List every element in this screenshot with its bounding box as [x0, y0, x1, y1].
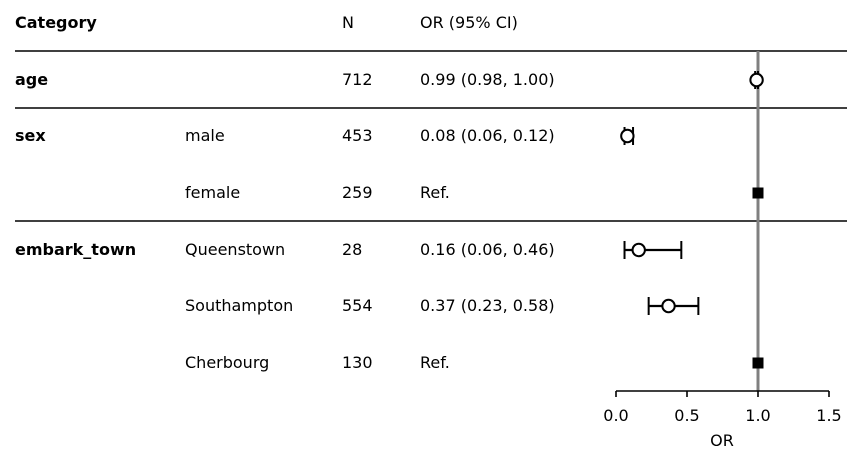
row-or-ci: Ref. — [420, 183, 450, 202]
x-tick-label: 0.0 — [603, 406, 628, 425]
row-level: male — [185, 126, 225, 145]
row-category: age — [15, 70, 49, 89]
or-point — [661, 298, 676, 314]
header-n: N — [342, 13, 354, 32]
row-n: 453 — [342, 126, 373, 145]
reference-marker — [752, 357, 764, 369]
row-or-ci: 0.37 (0.23, 0.58) — [420, 296, 555, 315]
row-category: sex — [15, 126, 46, 145]
row-n: 28 — [342, 240, 363, 259]
or-point — [620, 128, 635, 144]
row-n: 554 — [342, 296, 373, 315]
row-or-ci: 0.08 (0.06, 0.12) — [420, 126, 555, 145]
row-level: Cherbourg — [185, 353, 270, 372]
x-tick-label: 1.0 — [745, 406, 770, 425]
header-category: Category — [15, 13, 97, 32]
row-or-ci: 0.16 (0.06, 0.46) — [420, 240, 555, 259]
row-n: 259 — [342, 183, 373, 202]
row-level: Queenstown — [185, 240, 286, 259]
row-level: female — [185, 183, 241, 202]
row-or-ci: Ref. — [420, 353, 450, 372]
row-n: 130 — [342, 353, 373, 372]
or-point — [749, 72, 764, 88]
x-tick-label: 1.5 — [816, 406, 841, 425]
row-or-ci: 0.99 (0.98, 1.00) — [420, 70, 555, 89]
row-category: embark_town — [15, 240, 137, 259]
header-or-ci: OR (95% CI) — [420, 13, 518, 32]
x-tick-label: 0.5 — [674, 406, 699, 425]
reference-marker — [752, 187, 764, 199]
x-axis-label: OR — [710, 431, 734, 450]
row-level: Southampton — [185, 296, 294, 315]
row-n: 712 — [342, 70, 373, 89]
or-point — [631, 242, 646, 258]
